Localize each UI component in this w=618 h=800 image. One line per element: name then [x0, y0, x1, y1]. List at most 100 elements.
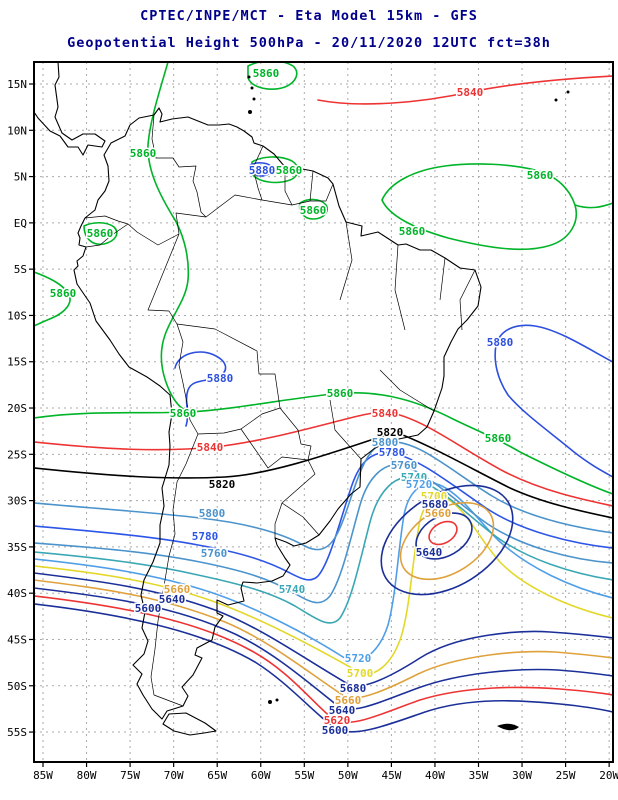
lon-tick-label: 70W — [164, 769, 184, 782]
lat-tick-label: 55S — [7, 726, 27, 739]
contour-5700 — [35, 496, 612, 675]
contour-label-5740: 5740 — [401, 471, 428, 484]
contour-5860-andes — [147, 63, 191, 413]
contour-5840 — [35, 411, 612, 507]
paraguay-borders — [240, 407, 312, 469]
contour-5820 — [35, 431, 612, 519]
antilles-island — [252, 97, 256, 101]
contour-label-5840: 5840 — [372, 407, 399, 420]
contour-label-5860: 5860 — [87, 227, 114, 240]
low-ring-5680 — [380, 484, 514, 596]
bolivia-brazil-border — [176, 323, 281, 409]
contour-5880-venezuela-spec — [249, 162, 273, 177]
contour-label-5860: 5860 — [130, 147, 157, 160]
contour-label-5720: 5720 — [406, 478, 433, 491]
contour-label-5660: 5660 — [425, 507, 452, 520]
lon-tick-label: 80W — [77, 769, 97, 782]
contour-5860-guyana-blob — [298, 198, 329, 220]
central-america-coastline — [35, 63, 106, 156]
lon-tick-label: 25W — [556, 769, 576, 782]
lat-tick-label: 15S — [7, 356, 27, 369]
contour-5860-west-wiggle — [35, 271, 71, 327]
lon-tick-label: 85W — [33, 769, 53, 782]
falkland-island — [268, 700, 272, 704]
axis-labels: 85W 80W 75W 70W 65W 60W 55W 50W 45W 40W 35W 30W 25W 2… — [7, 78, 618, 782]
guianas-borders — [205, 145, 334, 218]
contour-label-5660: 5660 — [164, 583, 191, 596]
trinidad-island — [248, 110, 252, 114]
lat-tick-label: 30S — [7, 495, 27, 508]
contour-5840-north — [317, 75, 612, 105]
contour-label-5840: 5840 — [457, 86, 484, 99]
low-ring-5640 — [415, 512, 473, 560]
contour-label-5880: 5880 — [487, 336, 514, 349]
contour-label-5640: 5640 — [416, 546, 443, 559]
lat-tick-label: 15N — [7, 78, 27, 91]
lon-tick-label: 45W — [381, 769, 401, 782]
contour-label-5820: 5820 — [209, 478, 236, 491]
atlantic-islet — [566, 90, 570, 94]
lon-tick-label: 20W — [599, 769, 618, 782]
contour-label-5860: 5860 — [50, 287, 77, 300]
contour-label-5620: 5620 — [324, 714, 351, 727]
contour-label-5640: 5640 — [329, 704, 356, 717]
contour-label-5880: 5880 — [249, 164, 276, 177]
contour-5660 — [35, 579, 612, 699]
lon-tick-label: 50W — [338, 769, 358, 782]
contour-label-5860: 5860 — [300, 204, 327, 217]
lat-tick-label: 5S — [14, 263, 27, 276]
brazil-state-borders — [329, 221, 476, 460]
bolivia-argentina-border — [197, 428, 242, 435]
colombia-ecuador-peru-borders — [84, 212, 207, 325]
contour-label-5780: 5780 — [192, 530, 219, 543]
contour-label-5860: 5860 — [527, 169, 554, 182]
contour-label-5800: 5800 — [199, 507, 226, 520]
lat-tick-label: 35S — [7, 541, 27, 554]
andes-chile-border — [150, 382, 199, 707]
contour-lines — [35, 63, 612, 733]
contour-label-5840: 5840 — [197, 441, 224, 454]
antilles-island — [250, 86, 254, 90]
contour-5740 — [35, 476, 612, 624]
contour-5860-venezuela-blob — [251, 156, 299, 184]
atlantic-islet — [554, 98, 558, 102]
contour-label-5860: 5860 — [253, 67, 280, 80]
contour-label-5760: 5760 — [201, 547, 228, 560]
contour-label-5860: 5860 — [170, 407, 197, 420]
contour-5620 — [35, 595, 612, 724]
lat-tick-label: 25S — [7, 448, 27, 461]
contour-label-5860: 5860 — [399, 225, 426, 238]
venezuela-colombia-border — [151, 114, 207, 218]
contour-5800 — [35, 441, 612, 551]
antilles-island — [247, 75, 251, 79]
lat-tick-label: 20S — [7, 402, 27, 415]
contour-label-5600: 5600 — [322, 724, 349, 737]
lon-tick-label: 30W — [512, 769, 532, 782]
chart-title-field-datetime: Geopotential Height 500hPa - 20/11/2020 … — [67, 35, 551, 51]
contour-5760 — [35, 464, 612, 604]
lat-tick-label: 50S — [7, 680, 27, 693]
tierra-del-fuego-coastline — [162, 712, 217, 736]
contour-label-5820: 5820 — [377, 426, 404, 439]
contour-label-5780: 5780 — [379, 446, 406, 459]
contour-label-5880: 5880 — [207, 372, 234, 385]
contour-label-5860: 5860 — [485, 432, 512, 445]
lat-tick-label: 45S — [7, 633, 27, 646]
contour-5600 — [35, 603, 612, 733]
contour-5860-ne-arm — [574, 202, 612, 209]
lon-tick-label: 60W — [251, 769, 271, 782]
contour-label-5600: 5600 — [135, 602, 162, 615]
lon-tick-label: 65W — [207, 769, 227, 782]
falkland-island — [275, 698, 279, 702]
contour-label-5720: 5720 — [345, 652, 372, 665]
contour-value-labels: 5860 5860 5860 5860 5860 5860 5860 5860 5860 5860… — [48, 66, 555, 739]
contour-label-5660: 5660 — [335, 694, 362, 707]
contour-5860-ecuador-blob — [83, 221, 118, 246]
contour-label-5680: 5680 — [422, 498, 449, 511]
lon-tick-label: 40W — [425, 769, 445, 782]
contour-5880-atlantic-hook — [494, 324, 612, 478]
contour-5860-south — [35, 391, 612, 495]
contour-label-5640: 5640 — [159, 593, 186, 606]
lat-tick-label: 40S — [7, 587, 27, 600]
